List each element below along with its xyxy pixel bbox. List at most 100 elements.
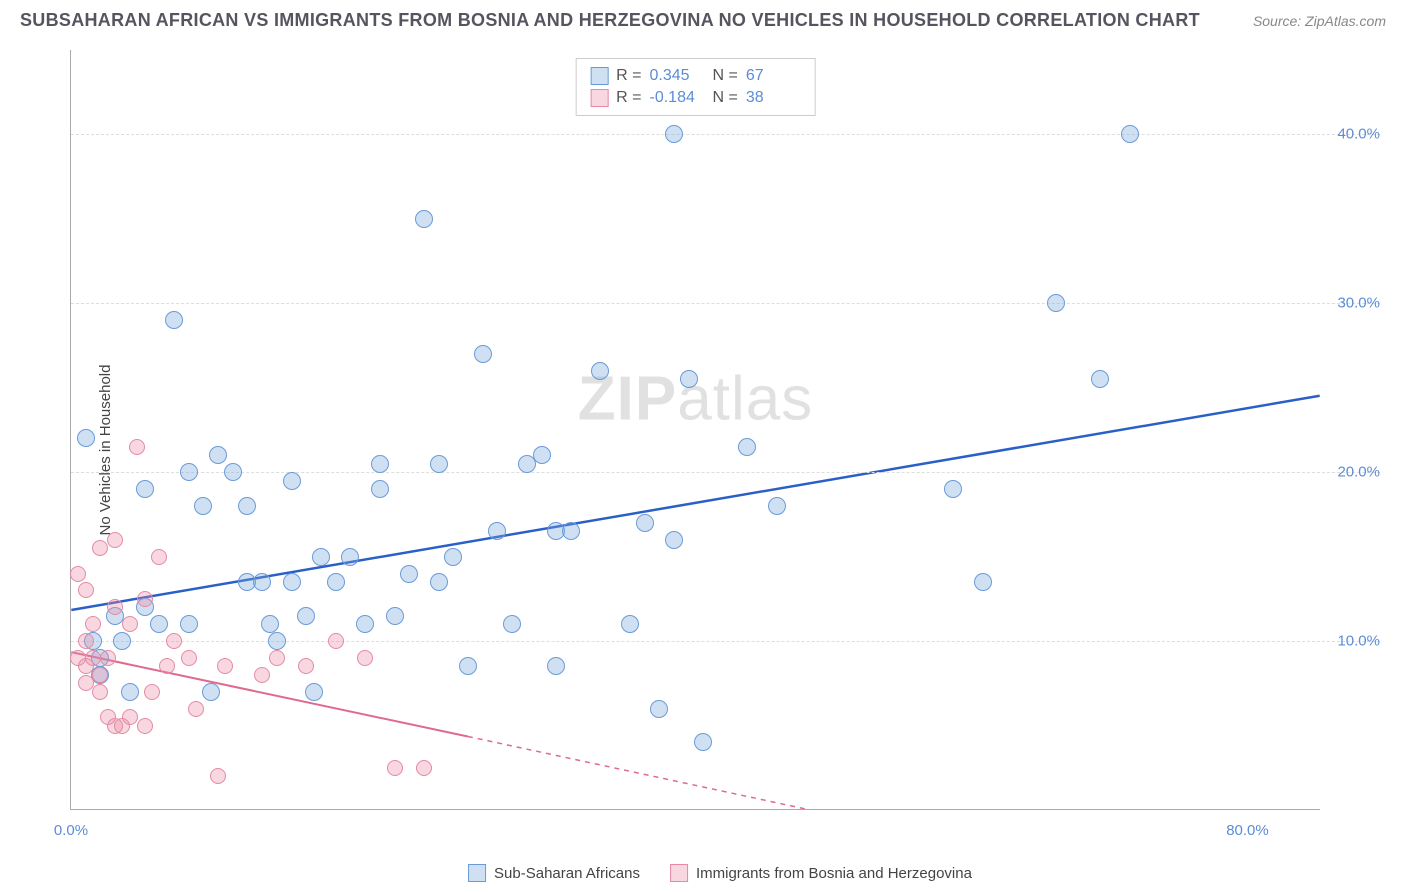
data-point-ssa	[136, 480, 154, 498]
data-point-ssa	[665, 531, 683, 549]
data-point-ssa	[209, 446, 227, 464]
data-point-bih	[254, 667, 270, 683]
plot-area: ZIPatlas R =0.345N =67R =-0.184N =38 10.…	[70, 50, 1320, 810]
data-point-ssa	[180, 615, 198, 633]
legend-item-ssa: Sub-Saharan Africans	[468, 864, 640, 882]
data-point-ssa	[680, 370, 698, 388]
data-point-ssa	[371, 480, 389, 498]
chart-title: SUBSAHARAN AFRICAN VS IMMIGRANTS FROM BO…	[20, 10, 1200, 31]
data-point-ssa	[283, 573, 301, 591]
data-point-bih	[70, 566, 86, 582]
legend-swatch-bih	[670, 864, 688, 882]
data-point-ssa	[297, 607, 315, 625]
data-point-ssa	[261, 615, 279, 633]
data-point-ssa	[547, 657, 565, 675]
y-tick-label: 20.0%	[1337, 464, 1380, 481]
data-point-bih	[122, 709, 138, 725]
data-point-ssa	[283, 472, 301, 490]
data-point-ssa	[415, 210, 433, 228]
legend-swatch-bih	[590, 89, 608, 107]
data-point-ssa	[371, 455, 389, 473]
data-point-ssa	[180, 463, 198, 481]
data-point-bih	[107, 532, 123, 548]
data-point-ssa	[591, 362, 609, 380]
chart-area: No Vehicles in Household ZIPatlas R =0.3…	[50, 50, 1390, 850]
data-point-ssa	[694, 733, 712, 751]
x-tick-label: 80.0%	[1226, 822, 1269, 839]
data-point-ssa	[253, 573, 271, 591]
data-point-bih	[210, 768, 226, 784]
data-point-bih	[107, 599, 123, 615]
data-point-bih	[92, 684, 108, 700]
data-point-ssa	[944, 480, 962, 498]
data-point-bih	[85, 650, 101, 666]
data-point-bih	[78, 633, 94, 649]
gridline	[71, 134, 1380, 135]
data-point-bih	[85, 616, 101, 632]
data-point-ssa	[312, 548, 330, 566]
data-point-ssa	[77, 429, 95, 447]
data-point-ssa	[768, 497, 786, 515]
data-point-ssa	[974, 573, 992, 591]
data-point-ssa	[400, 565, 418, 583]
data-point-ssa	[650, 700, 668, 718]
gridline	[71, 472, 1380, 473]
data-point-bih	[328, 633, 344, 649]
data-point-ssa	[444, 548, 462, 566]
data-point-bih	[188, 701, 204, 717]
data-point-bih	[78, 675, 94, 691]
y-tick-label: 30.0%	[1337, 295, 1380, 312]
data-point-ssa	[1091, 370, 1109, 388]
y-tick-label: 10.0%	[1337, 633, 1380, 650]
data-point-ssa	[356, 615, 374, 633]
data-point-bih	[166, 633, 182, 649]
data-point-bih	[269, 650, 285, 666]
data-point-bih	[298, 658, 314, 674]
data-point-ssa	[738, 438, 756, 456]
data-point-ssa	[430, 455, 448, 473]
header: SUBSAHARAN AFRICAN VS IMMIGRANTS FROM BO…	[0, 0, 1406, 36]
data-point-ssa	[224, 463, 242, 481]
data-point-ssa	[327, 573, 345, 591]
data-point-ssa	[386, 607, 404, 625]
legend-label: Sub-Saharan Africans	[494, 865, 640, 882]
data-point-ssa	[533, 446, 551, 464]
data-point-ssa	[503, 615, 521, 633]
data-point-ssa	[202, 683, 220, 701]
data-point-ssa	[238, 497, 256, 515]
data-point-bih	[129, 439, 145, 455]
source-attribution: Source: ZipAtlas.com	[1253, 13, 1386, 29]
data-point-ssa	[121, 683, 139, 701]
legend-label: Immigrants from Bosnia and Herzegovina	[696, 865, 972, 882]
stats-row-bih: R =-0.184N =38	[590, 87, 801, 109]
data-point-bih	[181, 650, 197, 666]
data-point-bih	[122, 616, 138, 632]
data-point-ssa	[194, 497, 212, 515]
series-legend: Sub-Saharan Africans Immigrants from Bosn…	[468, 864, 972, 882]
data-point-bih	[217, 658, 233, 674]
data-point-ssa	[268, 632, 286, 650]
data-point-bih	[78, 582, 94, 598]
correlation-stats-box: R =0.345N =67R =-0.184N =38	[575, 58, 816, 116]
data-point-ssa	[474, 345, 492, 363]
data-point-ssa	[341, 548, 359, 566]
data-point-bih	[416, 760, 432, 776]
data-point-bih	[159, 658, 175, 674]
data-point-bih	[357, 650, 373, 666]
data-point-ssa	[430, 573, 448, 591]
data-point-ssa	[305, 683, 323, 701]
data-point-ssa	[113, 632, 131, 650]
trend-lines	[71, 50, 1320, 809]
data-point-ssa	[165, 311, 183, 329]
data-point-ssa	[636, 514, 654, 532]
data-point-bih	[92, 540, 108, 556]
data-point-ssa	[1121, 125, 1139, 143]
data-point-ssa	[1047, 294, 1065, 312]
data-point-bih	[100, 650, 116, 666]
data-point-bih	[387, 760, 403, 776]
data-point-ssa	[562, 522, 580, 540]
x-tick-label: 0.0%	[54, 822, 88, 839]
y-tick-label: 40.0%	[1337, 126, 1380, 143]
data-point-ssa	[621, 615, 639, 633]
data-point-bih	[92, 667, 108, 683]
